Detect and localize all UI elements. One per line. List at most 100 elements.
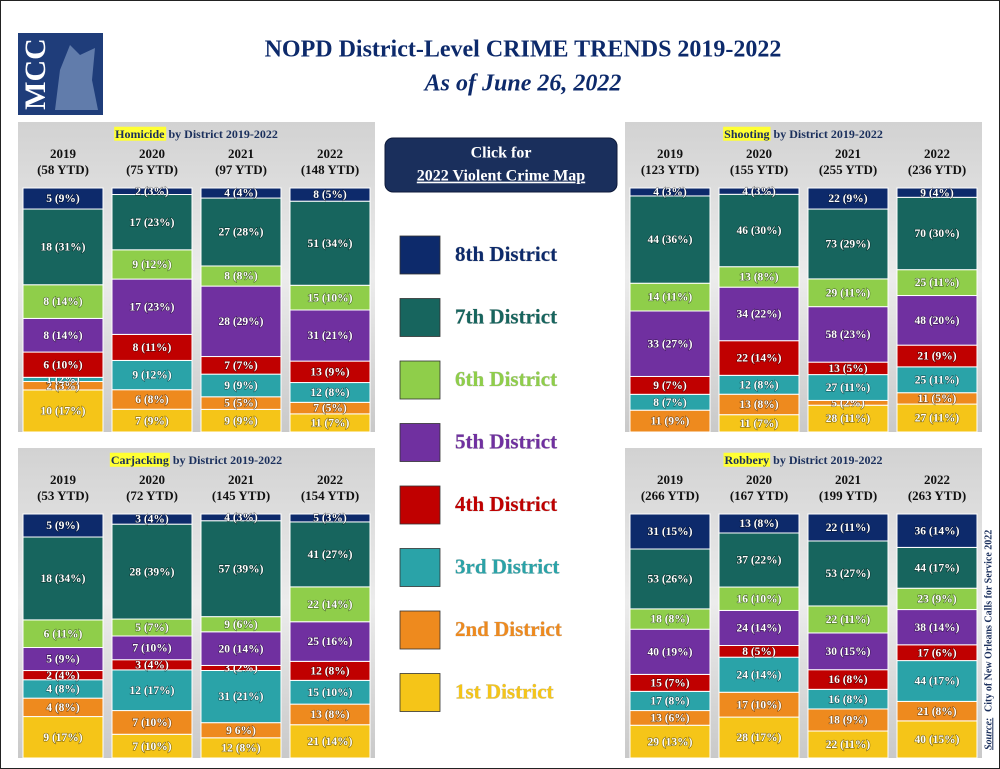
button-text[interactable]: Click for [471,145,532,162]
bar-segment [896,513,978,548]
category-total: (148 YTD) [301,162,359,177]
data-label: 15 (10%) [307,292,352,304]
bar-segment [111,359,193,391]
data-label: 5 (3%) [313,513,347,525]
data-label: 8 (5%) [313,189,347,201]
data-label: 14 (11%) [648,292,693,304]
bar-segment [718,513,800,534]
logo: MCC [18,33,103,115]
data-label: 17 (10%) [736,699,781,711]
x-tick-label: 2022 [317,146,343,161]
legend-swatch [399,298,441,337]
data-label: 13 (8%) [739,272,778,284]
data-label: 24 (14%) [736,623,781,635]
x-tick-label: 2022 [317,472,343,487]
bar-segment [22,513,104,538]
data-label: 22 (14%) [307,599,352,611]
bar-segment [896,546,978,589]
button-link[interactable]: 2022 Violent Crime Map [417,168,586,185]
bar-segment [896,187,978,198]
legend-label: 1st District [455,679,554,703]
data-label: 16 (8%) [828,694,867,706]
data-label: 16 (10%) [736,593,781,605]
source-label: Source: [983,718,994,750]
legend-label: 2nd District [455,617,562,641]
data-label: 21 (9%) [917,351,956,363]
data-label: 36 (14%) [914,525,959,537]
bar-segment [111,513,193,525]
bar-segment [22,619,104,649]
bar-segment [896,295,978,346]
bar-segment [896,403,978,433]
bar-segment [896,609,978,646]
data-label: 11 (7%) [740,418,779,430]
legend-swatch [399,610,441,650]
page-title: NOPD District-Level CRIME TRENDS 2019-20… [265,37,782,63]
data-label: 6 (8%) [135,394,169,406]
x-tick-label: 2019 [50,146,77,161]
data-label: 4 (3%) [224,512,258,524]
bar-segment [896,196,978,271]
bar-segment [718,286,800,342]
bar-segment [22,284,104,319]
data-label: 8 (7%) [653,397,687,409]
bar-segment [807,404,889,433]
data-label: 3 (4%) [135,659,169,671]
bar-segment [807,513,889,542]
data-label: 37 (22%) [736,555,781,567]
data-label: 13 (8%) [310,709,349,721]
data-label: 28 (39%) [129,566,174,578]
bar-segment [200,187,282,199]
map-button[interactable]: Click for 2022 Violent Crime Map [384,137,618,193]
data-label: 6 (11%) [44,628,83,640]
data-label: 4 (8%) [46,684,80,696]
data-label: 17 (6%) [917,647,956,659]
data-label: 51 (34%) [307,238,352,250]
data-label: 25 (11%) [915,374,960,386]
data-label: 34 (22%) [736,309,781,321]
data-label: 27 (28%) [218,227,263,239]
data-label: 24 (14%) [736,669,781,681]
data-label: 8 (11%) [133,342,172,354]
data-label: 12 (8%) [221,743,260,755]
bar-segment [629,310,711,377]
panel-title-text: by District 2019-2022 [169,127,278,141]
data-label: 25 (11%) [915,277,960,289]
legend-label: 5th District [455,429,557,453]
data-label: 12 (17%) [129,685,174,697]
bar-segment [22,536,104,621]
bar-segment [289,309,371,362]
data-label: 38 (14%) [914,622,959,634]
category-total: (255 YTD) [819,162,877,177]
bar-segment [111,249,193,280]
data-label: 15 (7%) [650,678,689,690]
bar-segment [22,389,104,433]
bar-segment [22,208,104,286]
bar-segment [896,720,978,759]
data-label: 31 (21%) [218,691,263,703]
bar-segment [718,193,800,268]
bar-segment [111,333,193,361]
panel-title-highlight: Homicide [115,127,165,141]
bar-segment [629,548,711,610]
data-label: 11 (5%) [918,393,957,405]
data-label: 70 (30%) [914,228,959,240]
data-label: 8 (5%) [742,646,776,658]
panel-title: Carjacking by District 2019-2022 [111,453,282,467]
data-label: 7 (5%) [313,403,347,415]
data-label: 9 (9%) [224,415,258,427]
legend-swatch [399,673,441,712]
data-label: 9 (6%) [224,619,258,631]
data-label: 31 (15%) [647,526,692,538]
chart-panel: Robbery by District 2019-2022 2019(266 YTD… [625,448,982,759]
data-label: 9 (12%) [132,259,171,271]
panel-title-highlight: Carjacking [111,453,169,467]
legend-swatch [399,423,441,462]
bar-segment [200,669,282,724]
bar-segment [111,278,193,335]
data-label: 44 (17%) [914,562,959,574]
button-box[interactable] [384,137,618,193]
data-label: 2 (4%) [46,670,80,682]
bar-segment [807,187,889,210]
panel-title-highlight: Robbery [725,453,770,467]
